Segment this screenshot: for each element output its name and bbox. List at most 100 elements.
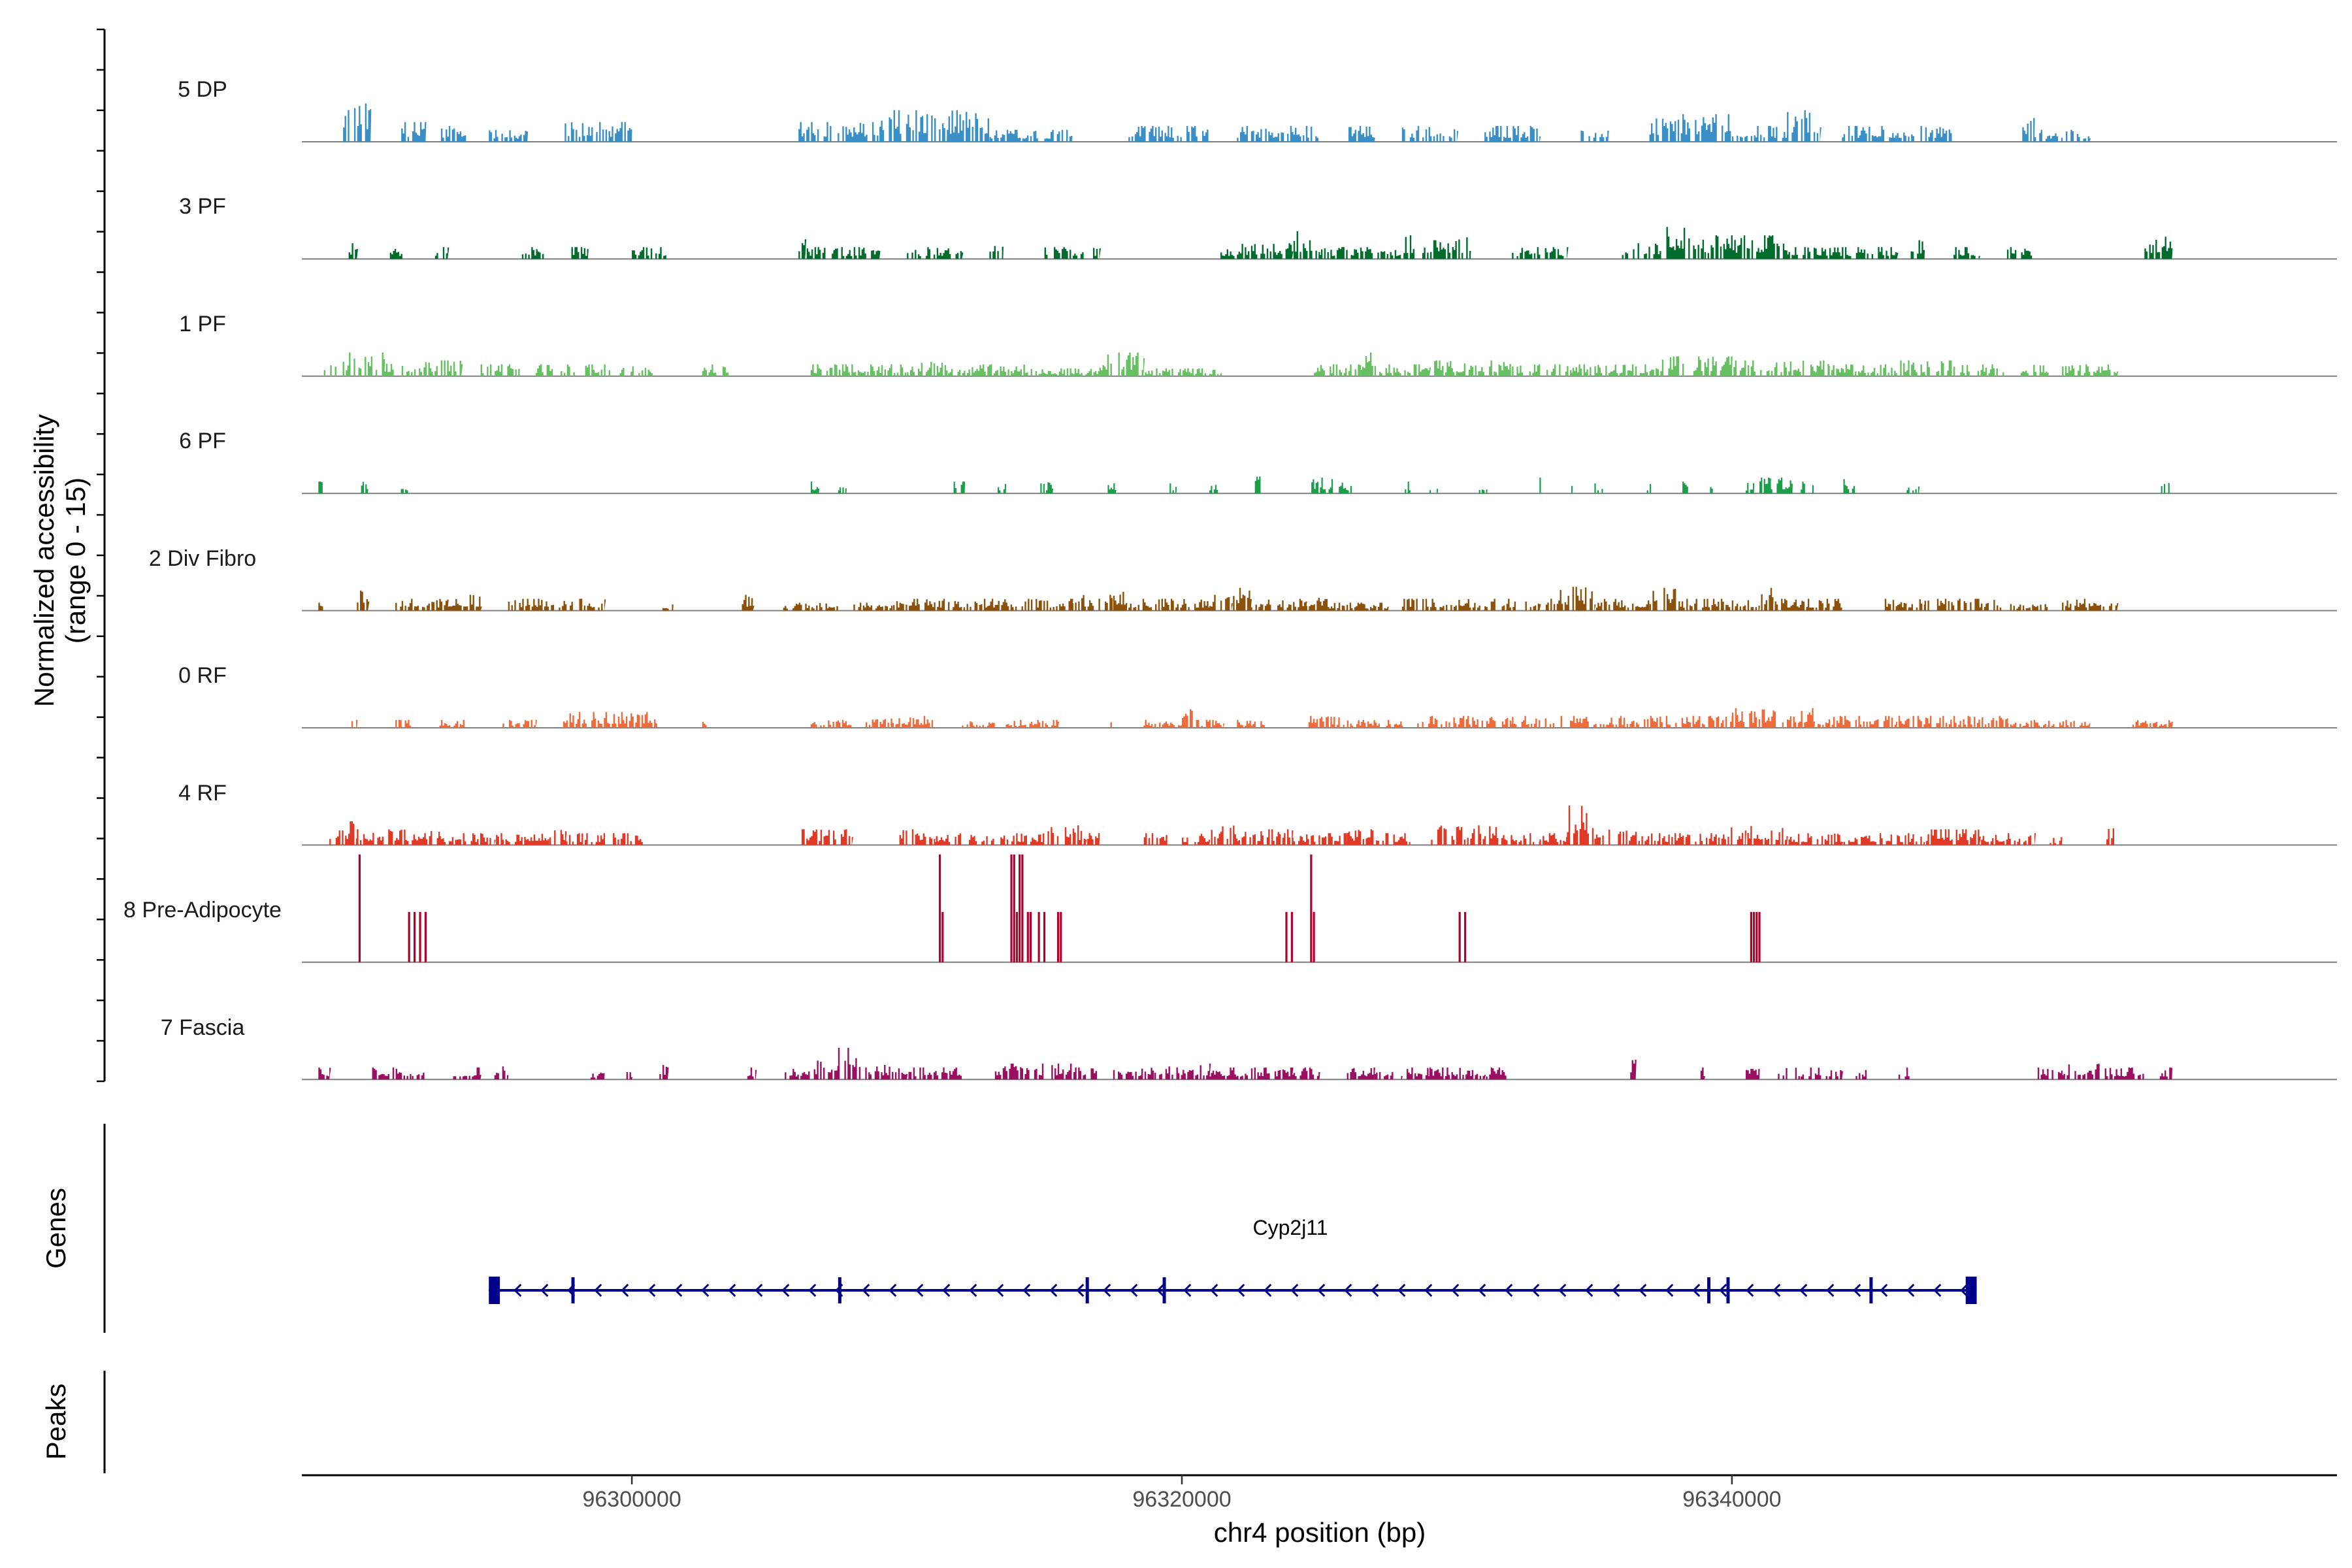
- coverage-cluster: [1429, 360, 1513, 376]
- coverage-spike: [1750, 911, 1752, 962]
- coverage-y-ticks: [97, 28, 105, 1083]
- coverage-cluster: [1374, 1071, 1403, 1080]
- coverage-spike: [1026, 911, 1029, 962]
- coverage-cluster: [1335, 482, 1354, 494]
- coverage-cluster: [893, 829, 936, 845]
- coverage-spike: [413, 911, 416, 962]
- track-label-8-pre-adipocyte: 8 Pre-Adipocyte: [123, 898, 282, 923]
- coverage-cluster: [1512, 715, 1624, 728]
- coverage-cluster: [2048, 837, 2063, 845]
- coverage-cluster: [1699, 1068, 1705, 1080]
- coverage-cluster: [1594, 830, 1651, 845]
- gene-strand-arrow: [969, 1283, 977, 1298]
- coverage-spike: [1019, 854, 1021, 962]
- coverage-cluster: [1707, 487, 1713, 494]
- x-axis-title: chr4 position (bp): [1214, 1517, 1426, 1548]
- gene-model: [489, 1277, 1977, 1304]
- gene-strand-arrow: [1397, 1283, 1406, 1298]
- coverage-cluster: [1107, 483, 1117, 494]
- coverage-cluster: [1622, 243, 1665, 259]
- coverage-cluster: [700, 721, 707, 728]
- coverage-cluster: [1704, 235, 1788, 259]
- coverage-cluster: [1897, 360, 1961, 376]
- coverage-cluster: [810, 364, 908, 376]
- coverage-cluster: [948, 364, 1032, 376]
- coverage-cluster: [1855, 1070, 1870, 1080]
- coverage-cluster: [2020, 365, 2050, 376]
- gene-strand-arrow: [1933, 1283, 1942, 1298]
- coverage-cluster: [412, 1072, 426, 1080]
- coverage-cluster: [549, 830, 567, 845]
- coverage-cluster: [585, 364, 655, 376]
- coverage-cluster: [1905, 486, 1920, 494]
- coverage-cluster: [998, 483, 1007, 494]
- coverage-cluster: [893, 598, 962, 611]
- coverage-cluster: [395, 598, 449, 611]
- coverage-cluster: [1731, 708, 1816, 728]
- coverage-cluster: [400, 489, 410, 494]
- gene-strand-arrow: [1022, 1283, 1031, 1298]
- coverage-cluster: [389, 249, 404, 259]
- coverage-cluster: [494, 1066, 509, 1080]
- coverage-cluster: [1209, 825, 1238, 845]
- track-8-pre-adipocyte: [302, 854, 2337, 963]
- coverage-spike: [1029, 911, 1032, 962]
- coverage-cluster: [1305, 597, 1330, 611]
- coverage-cluster: [1924, 598, 2008, 611]
- coverage-cluster: [1842, 479, 1857, 494]
- gene-exon: [1965, 1277, 1977, 1304]
- coverage-spike: [1015, 911, 1019, 962]
- coverage-cluster: [808, 482, 820, 494]
- coverage-cluster: [1182, 709, 1203, 728]
- gene-strand-arrow: [1799, 1283, 1808, 1298]
- coverage-cluster: [348, 243, 358, 259]
- coverage-cluster: [659, 604, 674, 611]
- coverage-spike: [1021, 854, 1024, 962]
- gene-strand-arrow: [808, 1283, 817, 1298]
- coverage-cluster: [1201, 719, 1225, 728]
- gene-strand-arrow: [915, 1283, 924, 1298]
- coverage-cluster: [1814, 715, 1898, 728]
- coverage-cluster: [1126, 598, 1210, 611]
- coverage-cluster: [1347, 829, 1375, 845]
- coverage-cluster: [1140, 833, 1169, 845]
- gene-strand-arrow: [1880, 1283, 1888, 1298]
- coverage-cluster: [351, 719, 358, 728]
- track-1-pf: [302, 352, 2337, 377]
- coverage-tracks: [302, 103, 2337, 1081]
- coverage-cluster: [2158, 1068, 2172, 1080]
- coverage-cluster: [1787, 247, 1899, 259]
- coverage-cluster: [1237, 719, 1266, 728]
- coverage-cluster: [1580, 130, 1609, 142]
- coverage-cluster: [384, 360, 463, 376]
- coverage-cluster: [783, 1069, 811, 1080]
- coverage-spike: [938, 854, 941, 962]
- coverage-cluster: [1401, 125, 1459, 142]
- coverage-cluster: [907, 361, 949, 376]
- x-axis-tick-label: 96340000: [1682, 1487, 1781, 1512]
- coverage-cluster: [1539, 833, 1568, 845]
- gene-strand-arrow: [1639, 1283, 1647, 1298]
- coverage-cluster: [318, 602, 325, 611]
- coverage-cluster: [1292, 833, 1348, 845]
- gene-strand-arrow: [1585, 1283, 1593, 1298]
- coverage-spike: [1290, 911, 1294, 962]
- coverage-cluster: [1539, 478, 1546, 494]
- coverage-cluster: [2006, 604, 2050, 611]
- coverage-cluster: [1663, 227, 1706, 259]
- coverage-cluster: [989, 833, 1046, 845]
- coverage-cluster: [2103, 1068, 2146, 1080]
- coverage-cluster: [747, 1068, 757, 1080]
- track-2-div-fibro: [302, 587, 2337, 612]
- coverage-cluster: [1484, 598, 1541, 611]
- coverage-cluster: [1649, 833, 1719, 845]
- coverage-cluster: [962, 719, 1060, 728]
- coverage-cluster: [1292, 231, 1320, 259]
- coverage-cluster: [1828, 364, 1897, 376]
- track-label-1-pf: 1 PF: [179, 312, 226, 336]
- coverage-cluster: [742, 595, 755, 611]
- coverage-cluster: [2062, 1064, 2104, 1080]
- coverage-cluster: [1401, 598, 1485, 611]
- coverage-cluster: [1401, 235, 1471, 259]
